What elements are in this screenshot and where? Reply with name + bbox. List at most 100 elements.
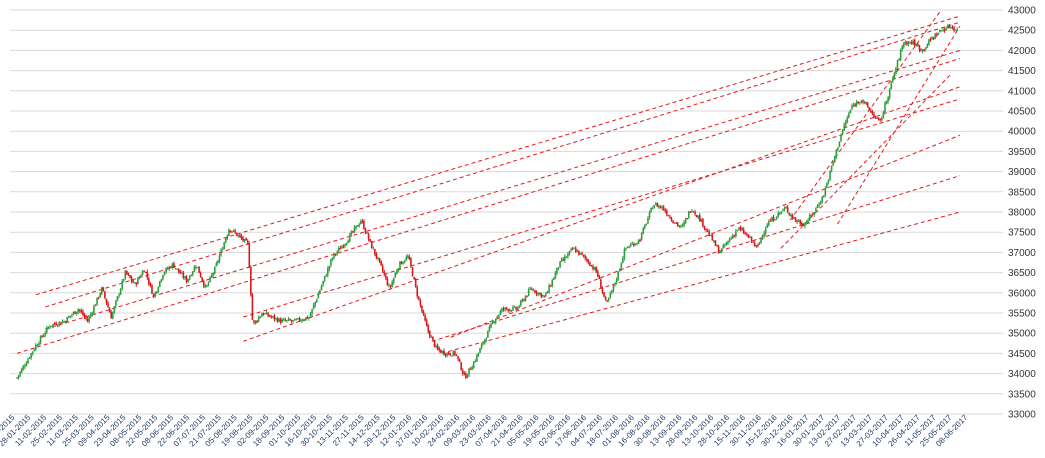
candle-body	[256, 320, 258, 322]
candle-body	[810, 214, 813, 216]
candle-body	[774, 219, 776, 221]
candle-body	[137, 278, 139, 285]
candle-body	[574, 248, 577, 253]
candle-body	[565, 256, 568, 258]
candle-body	[122, 279, 125, 281]
candle-body	[939, 29, 941, 33]
candle-body	[821, 196, 823, 203]
candle-body	[612, 285, 615, 291]
candle-body	[786, 207, 789, 212]
candle-body	[480, 344, 483, 349]
candle-body	[921, 49, 924, 52]
candle-body	[934, 33, 936, 39]
candle-body	[741, 228, 743, 230]
candle-body	[653, 205, 656, 209]
candle-body	[862, 100, 864, 103]
candle-body	[849, 109, 852, 114]
candle-body	[899, 49, 902, 60]
candle-body	[744, 233, 747, 235]
candle-body	[251, 294, 254, 320]
candle-body	[375, 253, 378, 258]
candle-body	[78, 309, 81, 311]
candle-body	[443, 350, 445, 355]
candle-body	[347, 241, 349, 244]
candle-body	[733, 235, 736, 237]
candle-body	[633, 243, 635, 246]
candle-body	[507, 309, 510, 311]
candle-body	[174, 268, 177, 270]
candle-body	[669, 216, 671, 218]
candle-body	[127, 273, 130, 275]
candle-body	[284, 319, 287, 321]
candle-body	[548, 285, 550, 293]
candle-body	[563, 256, 566, 261]
y-tick-label: 39000	[1008, 167, 1036, 178]
candle-body	[542, 295, 544, 297]
candle-body	[521, 299, 524, 302]
candle-body	[540, 292, 543, 297]
candle-body	[207, 282, 210, 285]
candle-body	[144, 271, 147, 273]
candle-body	[510, 310, 513, 312]
candle-body	[680, 225, 682, 227]
candle-body	[363, 221, 365, 229]
candle-body	[221, 249, 224, 251]
candle-body	[77, 309, 80, 313]
candle-body	[535, 292, 538, 294]
candle-body	[634, 243, 637, 246]
candle-body	[736, 229, 739, 231]
candle-body	[595, 267, 597, 272]
candle-body	[590, 265, 593, 267]
candle-body	[537, 292, 539, 295]
candle-body	[893, 73, 896, 78]
candle-body	[392, 278, 395, 283]
candle-body	[181, 272, 183, 274]
candle-body	[466, 375, 469, 378]
candle-body	[650, 207, 652, 212]
candle-body	[598, 276, 601, 279]
candle-body	[546, 291, 549, 294]
candle-body	[287, 319, 290, 321]
candle-body	[364, 228, 367, 233]
candle-body	[326, 268, 329, 276]
candle-body	[769, 220, 772, 222]
candle-body	[637, 240, 640, 244]
candle-body	[253, 320, 255, 323]
candle-body	[948, 25, 951, 29]
candle-body	[305, 317, 307, 321]
candle-body	[292, 319, 295, 321]
candle-body	[154, 292, 156, 297]
candle-body	[397, 268, 400, 272]
candle-body	[130, 277, 133, 282]
candle-body	[454, 351, 456, 355]
candle-body	[582, 254, 585, 256]
candle-body	[356, 225, 359, 227]
candle-body	[226, 235, 229, 240]
candle-body	[636, 243, 638, 245]
candle-body	[884, 103, 886, 113]
y-tick-label: 40000	[1008, 127, 1036, 138]
candle-body	[782, 209, 784, 211]
candle-body	[527, 289, 530, 297]
candle-body	[383, 271, 386, 275]
candle-body	[217, 261, 219, 263]
candle-body	[705, 228, 707, 230]
candle-body	[802, 224, 805, 227]
candle-body	[215, 263, 218, 267]
candle-body	[315, 299, 318, 303]
candle-body	[430, 336, 433, 338]
candle-body	[912, 40, 915, 44]
candle-body	[747, 234, 750, 238]
candle-body	[159, 281, 161, 287]
candle-body	[400, 261, 403, 265]
candle-body	[111, 312, 114, 319]
candle-body	[235, 232, 238, 236]
candle-body	[892, 77, 894, 82]
candle-body	[906, 42, 908, 45]
candle-body	[146, 271, 149, 278]
candle-body	[449, 353, 452, 356]
candle-body	[659, 206, 662, 208]
candle-body	[105, 298, 108, 304]
candle-body	[69, 315, 72, 317]
candle-body	[512, 306, 514, 311]
